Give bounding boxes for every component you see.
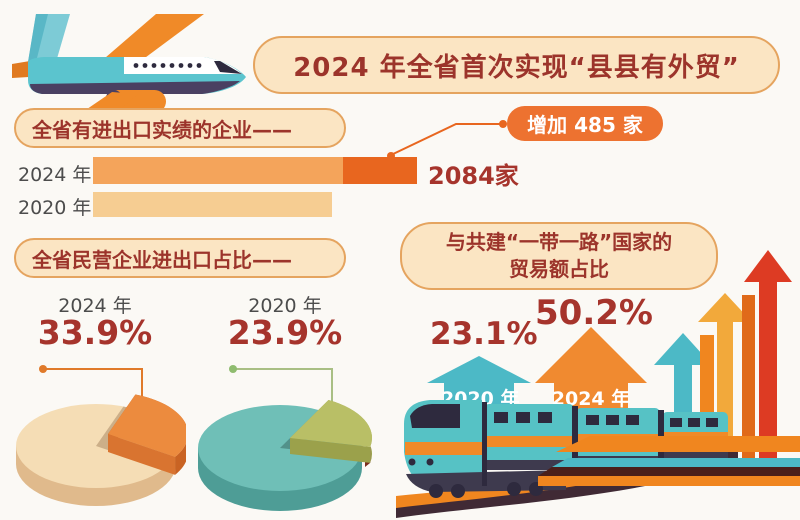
section-private-text: 全省民营企业进出口占比—— [32,247,292,272]
pie-2020-year: 2020 年 [248,295,322,317]
airplane-icon [12,14,246,122]
main-title-pill: 2024 年全省首次实现“县县有外贸” [253,36,780,94]
bar-2024-value: 2084家 [428,162,519,190]
section-private-label: 全省民营企业进出口占比—— [14,238,346,278]
bar-2024-increase-segment [343,157,417,184]
bri-2020-percent: 23.1% [430,316,538,352]
bri-2024-percent: 50.2% [535,293,653,333]
pie-2024-percent: 33.9% [37,313,153,352]
section-enterprises-label: 全省有进出口实绩的企业—— [14,108,346,148]
section-enterprises-text: 全省有进出口实绩的企业—— [32,117,292,142]
train-car-1 [484,404,578,470]
pie-chart-2024 [16,394,186,506]
bri-title-line1: 与共建“一带一路”国家的 [445,230,673,254]
main-title: 2024 年全省首次实现“县县有外贸” [293,52,740,83]
bri-title-line2: 贸易额占比 [509,257,609,281]
pie-2020-percent: 23.9% [227,313,343,352]
section-bri-label: 与共建“一带一路”国家的 贸易额占比 [400,222,718,290]
increase-badge: 增加 485 家 [507,106,663,141]
pie-chart-2020 [198,400,372,511]
bar-2024-base [93,157,343,184]
train-locomotive [404,400,566,498]
growth-arrows-icon [654,250,792,464]
bar-row-2020-year: 2020 年 [18,197,92,219]
pie-2024-year: 2024 年 [58,295,132,317]
track-stripes [538,436,800,486]
bar-row-2024-year: 2024 年 [18,164,92,186]
bar-2020 [93,192,332,217]
increase-badge-text: 增加 485 家 [527,113,643,137]
bri-2024-year: 2024 年 [551,388,631,410]
